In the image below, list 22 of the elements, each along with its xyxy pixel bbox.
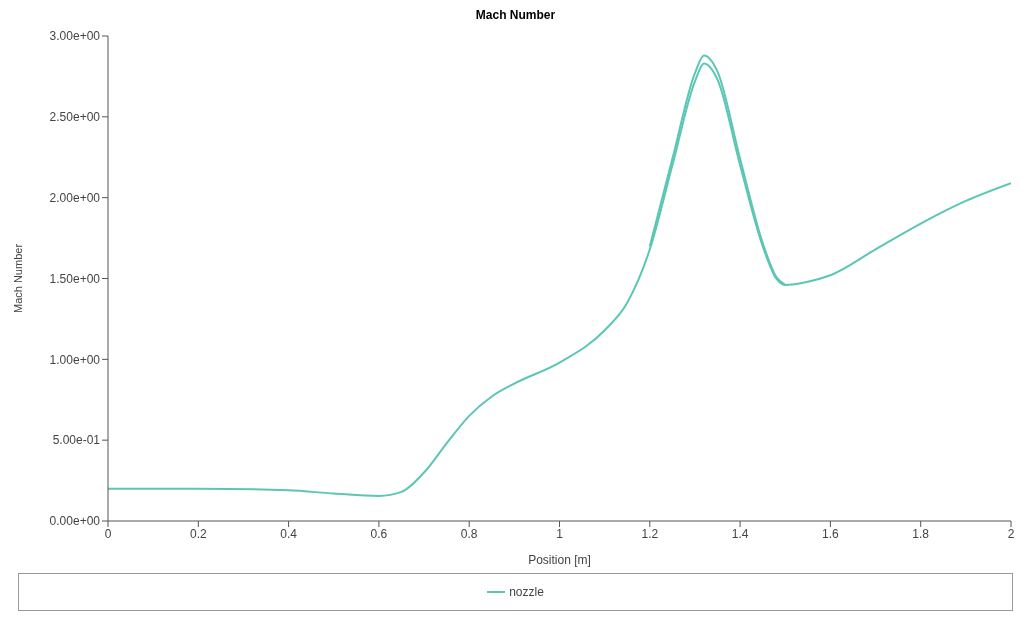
y-tick-label: 0.00e+00	[49, 514, 101, 529]
x-tick-label: 0.8	[460, 526, 478, 541]
x-tick-label: 1.2	[641, 526, 659, 541]
y-tick-label: 5.00e-01	[52, 433, 101, 448]
y-tick-label: 1.00e+00	[49, 352, 101, 367]
x-tick-label: 1	[556, 526, 564, 541]
y-axis-title: Mach Number	[11, 243, 24, 314]
x-tick-label: 2	[1007, 526, 1015, 541]
chart-title: Mach Number	[474, 8, 557, 24]
x-tick-label: 0.2	[189, 526, 207, 541]
y-tick-label: 2.00e+00	[49, 190, 101, 205]
legend-label: nozzle	[508, 585, 544, 599]
x-tick-label: 1.8	[912, 526, 930, 541]
y-tick-label: 2.50e+00	[49, 110, 101, 125]
x-tick-label: 0.6	[370, 526, 388, 541]
y-tick-label: 1.50e+00	[49, 271, 101, 286]
x-axis-title: Position [m]	[528, 553, 591, 567]
x-tick-label: 0	[104, 526, 112, 541]
x-tick-label: 1.4	[731, 526, 749, 541]
x-tick-label: 0.4	[280, 526, 298, 541]
y-tick-label: 3.00e+00	[49, 29, 101, 44]
x-tick-label: 1.6	[822, 526, 840, 541]
